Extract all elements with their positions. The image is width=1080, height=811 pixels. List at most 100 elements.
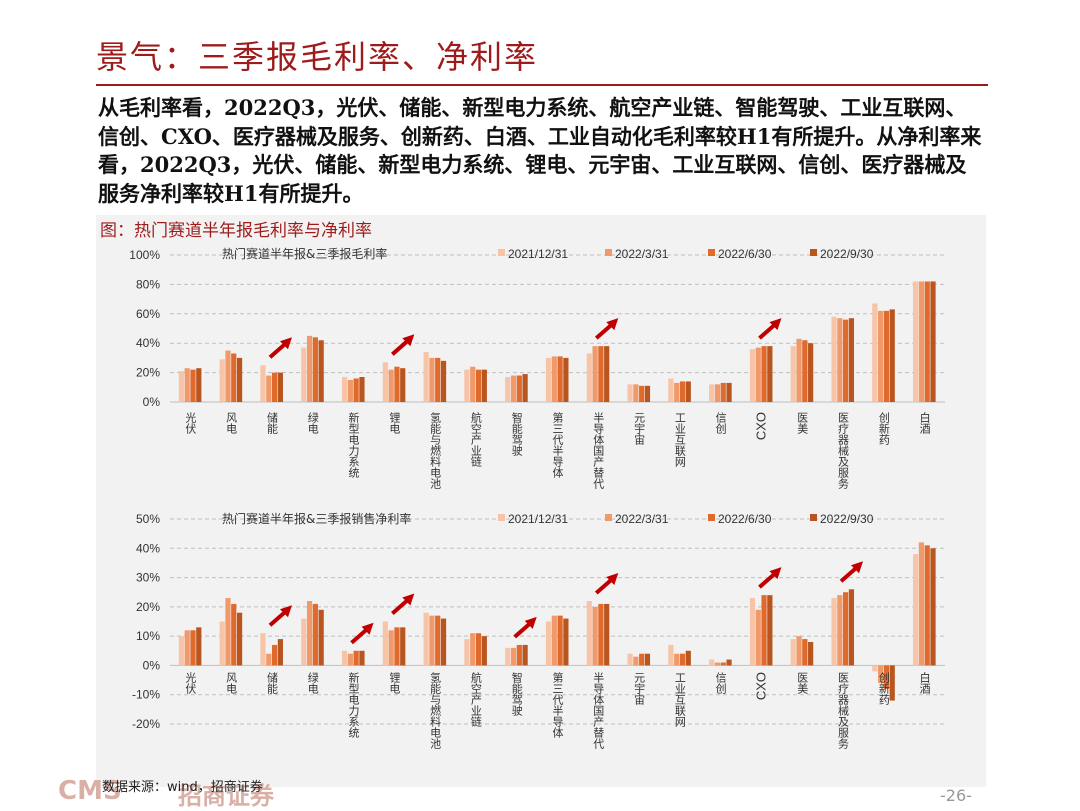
bar: [359, 650, 365, 666]
bar: [802, 639, 808, 666]
bar: [831, 598, 837, 666]
y-tick-label: 20%: [136, 366, 160, 380]
bar: [505, 377, 511, 402]
category-label: CXO: [753, 412, 768, 440]
bar: [510, 647, 517, 666]
bar: [889, 665, 895, 701]
bar: [808, 343, 814, 402]
category-label: 储能: [265, 671, 278, 695]
bar: [318, 609, 324, 666]
bar: [872, 665, 878, 672]
bar: [522, 374, 528, 402]
category-label: 光伏: [184, 411, 197, 434]
y-tick-label: -20%: [132, 717, 160, 731]
bar: [470, 366, 476, 402]
legend-label: 2022/3/31: [615, 247, 669, 261]
brand-logo-chinese: 招商证券: [178, 782, 274, 810]
bar: [341, 650, 348, 666]
trend-arrow-shaft: [513, 621, 533, 639]
y-tick-label: 0%: [143, 395, 161, 409]
bar: [301, 618, 307, 666]
bar: [225, 598, 231, 666]
bar: [598, 603, 604, 666]
bar: [679, 381, 686, 402]
bar: [353, 650, 359, 666]
bar: [557, 356, 563, 402]
trend-arrow-head: [279, 337, 292, 350]
legend-swatch: [708, 514, 715, 521]
bar: [271, 644, 278, 666]
bar: [674, 653, 680, 666]
bar: [178, 636, 184, 666]
bar: [266, 653, 272, 666]
bar: [586, 353, 592, 402]
legend-swatch: [498, 514, 505, 521]
bar: [790, 346, 796, 402]
bar: [878, 665, 884, 683]
bar: [318, 340, 324, 402]
category-label: 绿电: [306, 671, 319, 694]
bar: [306, 601, 313, 666]
bar: [749, 349, 756, 402]
bar: [720, 382, 726, 402]
chart-panel: [96, 215, 986, 787]
bar: [481, 369, 487, 402]
bar: [930, 281, 936, 402]
bar: [726, 659, 732, 666]
category-label: 元宇宙: [633, 672, 646, 706]
category-label: 信创: [714, 412, 727, 435]
bar: [889, 309, 895, 402]
bar: [359, 377, 365, 402]
bar: [475, 369, 482, 402]
bar: [563, 618, 569, 666]
bar: [639, 653, 645, 666]
bar: [464, 369, 470, 402]
legend-swatch: [498, 249, 505, 256]
bar: [709, 659, 715, 666]
bar: [685, 650, 691, 666]
bar: [924, 281, 930, 402]
category-label: 光伏: [184, 671, 197, 694]
chart-title: 热门赛道半年报&三季报销售净利率: [222, 511, 411, 526]
bar: [219, 621, 225, 666]
legend-label: 2022/9/30: [820, 247, 874, 261]
legend-swatch: [810, 514, 817, 521]
category-label: 医疗器械及服务: [837, 672, 850, 749]
bar: [277, 372, 283, 402]
bar: [679, 653, 686, 666]
bar: [604, 603, 610, 666]
category-label: 创新药: [877, 412, 890, 446]
bar: [837, 595, 843, 666]
bar: [808, 642, 814, 666]
bar: [924, 545, 930, 666]
bar: [633, 656, 639, 666]
bar: [400, 627, 406, 666]
summary-paragraph: 从毛利率看，2022Q3，光伏、储能、新型电力系统、航空产业链、智能驾驶、工业互…: [98, 95, 982, 206]
bar: [913, 554, 919, 666]
category-label: 第三代半导体: [551, 411, 564, 478]
bar: [592, 346, 598, 402]
bar: [277, 639, 283, 666]
bar: [551, 356, 557, 402]
bar: [883, 665, 890, 689]
trend-arrow-shaft: [594, 322, 614, 340]
category-label: 锂电: [388, 411, 401, 434]
data-source: 数据来源：wind，招商证券: [102, 780, 263, 795]
trend-arrow-shaft: [594, 577, 614, 595]
category-label: 航空产业链: [469, 671, 482, 727]
trend-arrow-shaft: [758, 571, 777, 589]
bar: [190, 630, 196, 666]
y-tick-label: 40%: [136, 336, 160, 350]
legend-swatch: [605, 249, 612, 256]
category-label: 风电: [225, 672, 238, 694]
bar: [604, 346, 610, 402]
bar: [516, 375, 522, 402]
legend-label: 2022/6/30: [718, 512, 772, 526]
bar: [271, 372, 278, 402]
legend-label: 2021/12/31: [508, 512, 568, 526]
y-tick-label: 50%: [136, 512, 160, 526]
bar: [837, 318, 843, 402]
bar: [347, 653, 353, 666]
category-label: 元宇宙: [633, 412, 646, 446]
bar: [848, 318, 855, 402]
